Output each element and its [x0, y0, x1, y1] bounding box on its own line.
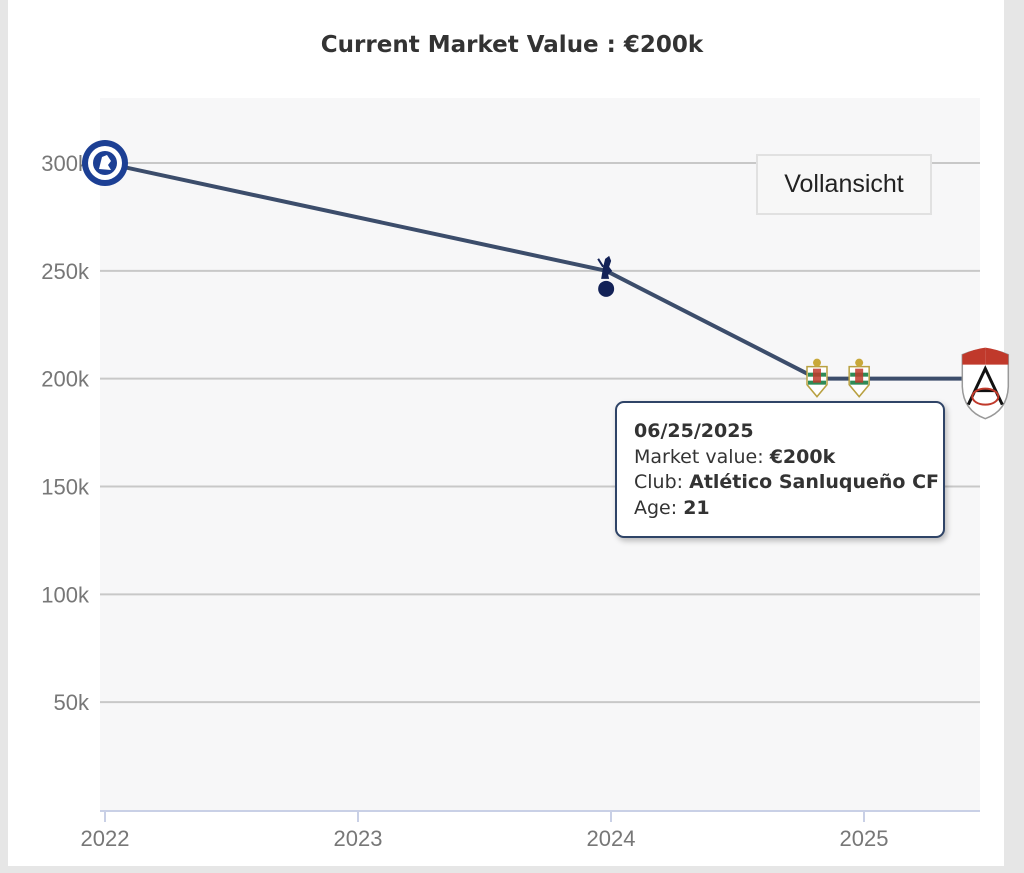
- x-tick-label: 2025: [840, 826, 889, 851]
- y-tick-label: 300k: [41, 151, 90, 176]
- chart-title: Current Market Value : €200k: [320, 32, 704, 58]
- x-tick-label: 2022: [81, 826, 130, 851]
- y-tick-label: 250k: [41, 259, 90, 284]
- y-tick-label: 200k: [41, 367, 90, 392]
- tooltip-age: 21: [683, 496, 710, 519]
- tooltip-age-label: Age:: [634, 496, 678, 519]
- y-tick-label: 50k: [54, 690, 90, 715]
- cordoba-crest-icon: [848, 358, 870, 398]
- y-tick-label: 150k: [41, 475, 90, 500]
- ball-shape: [598, 280, 615, 297]
- s-curve: [971, 387, 1000, 406]
- x-tick-label: 2024: [587, 826, 636, 851]
- cockerel-shape: [601, 255, 613, 279]
- x-tick-label: 2023: [334, 826, 383, 851]
- chelsea-crest-icon: [82, 140, 128, 186]
- red-panel: [855, 368, 864, 383]
- red-quarter: [962, 347, 986, 365]
- y-tick-label: 100k: [41, 582, 90, 607]
- crown-shape: [812, 358, 821, 367]
- tail-shape: [597, 258, 604, 268]
- full-view-button[interactable]: Vollansicht: [756, 154, 932, 215]
- tooltip-market-value-label: Market value:: [634, 445, 764, 468]
- crown-shape: [855, 358, 864, 367]
- tottenham-crest-icon: [597, 255, 615, 297]
- cordoba-crest-icon: [806, 358, 828, 398]
- tooltip-club-row: Club: Atlético Sanluqueño CF: [634, 470, 943, 496]
- tooltip-club-label: Club:: [634, 471, 684, 493]
- red-panel: [812, 368, 821, 383]
- crest-lion: [99, 155, 111, 170]
- atletico-sanluqueno-crest-icon: [961, 347, 1010, 420]
- data-point-tooltip: 06/25/2025 Market value: €200k Club: Atl…: [615, 401, 945, 538]
- tooltip-market-value: €200k: [769, 445, 836, 468]
- tooltip-club: Atlético Sanluqueño CF: [689, 471, 940, 493]
- tooltip-age-row: Age: 21: [634, 496, 943, 522]
- tooltip-date: 06/25/2025: [634, 420, 754, 442]
- red-quarter: [985, 347, 1009, 365]
- tooltip-market-value-row: Market value: €200k: [634, 445, 943, 471]
